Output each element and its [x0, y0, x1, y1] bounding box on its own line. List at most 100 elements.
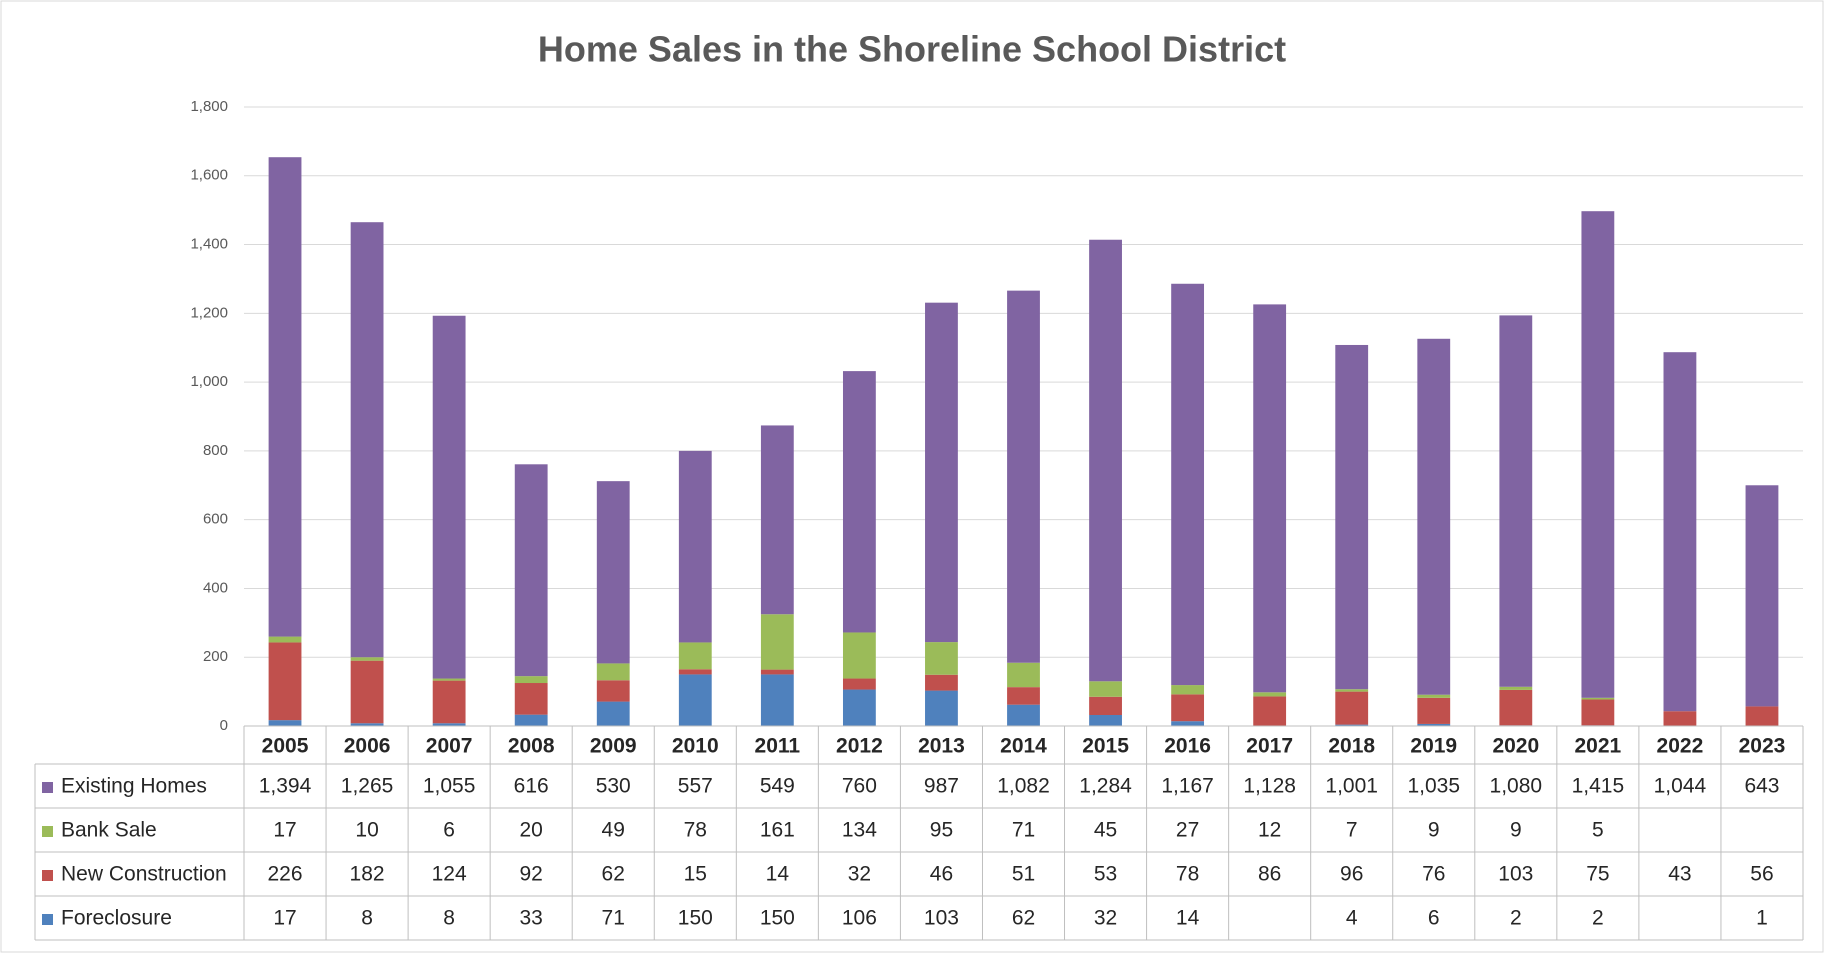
table-value: 616: [514, 775, 549, 798]
bar-segment: [1581, 699, 1615, 726]
y-tick-label: 600: [203, 511, 228, 528]
bar-segment: [596, 663, 630, 681]
table-value: 96: [1340, 863, 1363, 886]
table-value: 10: [355, 819, 378, 842]
table-value: 8: [361, 907, 373, 930]
table-value: 43: [1668, 863, 1691, 886]
table-value: 1,044: [1654, 775, 1707, 798]
table-value: 46: [930, 863, 953, 886]
table-value: 643: [1744, 775, 1779, 798]
bar-segment: [514, 714, 548, 726]
table-value: 760: [842, 775, 877, 798]
bar-segment: [1581, 211, 1615, 698]
y-tick-label: 1,400: [190, 236, 228, 253]
x-tick-label: 2011: [755, 735, 801, 758]
x-tick-label: 2005: [262, 735, 309, 758]
bar-segment: [1663, 711, 1697, 726]
bar-segment: [1171, 283, 1205, 686]
bar-segment: [350, 657, 384, 661]
table-value: 32: [848, 863, 871, 886]
bar-segment: [1089, 681, 1122, 697]
bar-segment: [842, 371, 876, 633]
table-value: 226: [268, 863, 303, 886]
table-value: 1: [1756, 907, 1768, 930]
table-value: 45: [1094, 819, 1117, 842]
table-value: 1,265: [341, 775, 394, 798]
y-tick-label: 1,000: [190, 373, 228, 390]
bar-segment: [596, 701, 630, 726]
x-tick-label: 2014: [1000, 735, 1047, 758]
x-tick-label: 2021: [1575, 735, 1622, 758]
table-value: 1,082: [997, 775, 1050, 798]
bar-segment: [1335, 691, 1369, 725]
table-value: 75: [1586, 863, 1609, 886]
bar-segment: [514, 676, 548, 684]
x-tick-label: 2009: [590, 735, 637, 758]
table-value: 161: [760, 819, 795, 842]
bar-segment: [432, 315, 466, 679]
bar-segment: [1417, 338, 1451, 695]
table-value: 8: [443, 907, 455, 930]
y-tick-label: 1,600: [190, 167, 228, 184]
bar-segment: [1089, 714, 1122, 726]
bar-segment: [678, 450, 712, 643]
table-value: 53: [1094, 863, 1117, 886]
bar-segment: [1007, 687, 1040, 705]
table-value: 56: [1750, 863, 1773, 886]
x-tick-label: 2016: [1164, 735, 1211, 758]
bar-segment: [1171, 694, 1205, 722]
bar-segment: [678, 669, 712, 675]
legend-label: Foreclosure: [61, 907, 172, 930]
bar-segment: [1007, 662, 1040, 688]
table-value: 33: [520, 907, 543, 930]
bar-segment: [268, 720, 302, 726]
x-tick-label: 2012: [836, 735, 883, 758]
table-value: 27: [1176, 819, 1199, 842]
x-tick-label: 2015: [1082, 735, 1129, 758]
bar-segment: [350, 660, 384, 724]
bar-segment: [678, 642, 712, 670]
table-value: 1,055: [423, 775, 476, 798]
table-value: 4: [1346, 907, 1358, 930]
bar-segment: [842, 678, 876, 690]
bar-segment: [1171, 685, 1205, 695]
table-value: 92: [520, 863, 543, 886]
legend-swatch: [42, 914, 53, 925]
table-value: 17: [273, 907, 296, 930]
bar-segment: [1417, 723, 1451, 726]
table-value: 17: [273, 819, 296, 842]
table-value: 2: [1510, 907, 1522, 930]
x-tick-label: 2008: [508, 735, 555, 758]
table-value: 1,167: [1161, 775, 1214, 798]
table-value: 62: [1012, 907, 1035, 930]
bar-segment: [1253, 696, 1287, 726]
y-tick-label: 1,800: [190, 98, 228, 115]
table-value: 14: [1176, 907, 1200, 930]
bar-segment: [1581, 697, 1615, 700]
bar-segment: [596, 680, 630, 702]
y-tick-label: 0: [220, 717, 228, 734]
table-value: 15: [684, 863, 707, 886]
bar-segment: [1007, 704, 1040, 726]
bar-segment: [1663, 352, 1697, 712]
bar-segment: [1253, 692, 1287, 697]
table-value: 1,415: [1572, 775, 1625, 798]
table-value: 1,080: [1490, 775, 1543, 798]
table-value: 86: [1258, 863, 1281, 886]
y-tick-label: 200: [203, 648, 228, 665]
bar-segment: [760, 614, 794, 670]
bar-segment: [1253, 304, 1287, 693]
x-tick-label: 2017: [1246, 735, 1293, 758]
legend-swatch: [42, 826, 53, 837]
x-tick-label: 2019: [1410, 735, 1457, 758]
table-value: 2: [1592, 907, 1604, 930]
bar-segment: [842, 632, 876, 679]
table-value: 32: [1094, 907, 1117, 930]
table-value: 78: [1176, 863, 1199, 886]
y-tick-label: 400: [203, 579, 228, 596]
bar-segment: [514, 683, 548, 715]
table-value: 1,284: [1079, 775, 1132, 798]
table-value: 95: [930, 819, 953, 842]
table-value: 49: [602, 819, 625, 842]
